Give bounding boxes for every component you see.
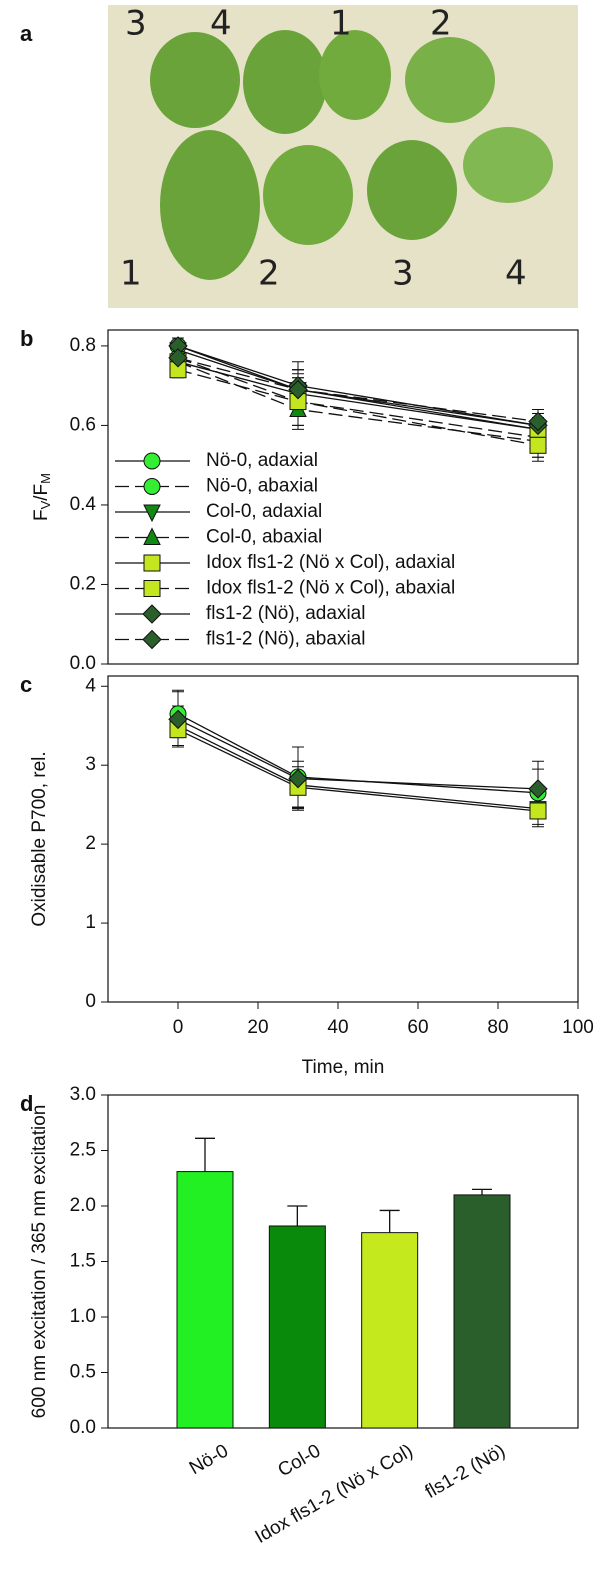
photo-label: 2	[258, 254, 280, 294]
legend-marker	[143, 478, 161, 495]
photo-label: 3	[125, 4, 147, 44]
photo-label: 1	[330, 4, 352, 44]
photo-panel	[108, 5, 578, 308]
marker	[288, 379, 308, 400]
panel-label: c	[20, 672, 32, 697]
legend-marker	[143, 452, 161, 470]
leaf	[160, 130, 260, 280]
y-tick-label: 0.8	[70, 335, 96, 356]
photo-label: 4	[505, 254, 527, 294]
x-tick-label: 40	[327, 1017, 348, 1038]
y-axis-label-part: M	[38, 473, 53, 484]
photo-label: 1	[120, 254, 142, 294]
x-tick-label: 100	[562, 1017, 594, 1038]
bar	[268, 1225, 326, 1429]
bar	[453, 1194, 511, 1429]
error-bar	[379, 1209, 400, 1233]
y-tick-label: 0.0	[70, 653, 96, 674]
series-line	[177, 369, 539, 446]
legend-label: Idox fls1-2 (Nö x Col), adaxial	[206, 552, 455, 573]
series-line	[177, 345, 539, 427]
marker	[168, 348, 188, 368]
x-tick-label: Col-0	[275, 1440, 325, 1481]
x-tick-label: 20	[247, 1017, 268, 1038]
marker	[168, 709, 188, 730]
marker	[529, 802, 547, 820]
legend-marker	[143, 504, 161, 523]
panel-label: b	[20, 326, 33, 351]
x-tick-label: Nö-0	[186, 1440, 232, 1479]
photo-label: 3	[392, 254, 414, 294]
y-tick-label: 2.5	[70, 1140, 96, 1161]
x-tick-label: fls1-2 (Nö)	[422, 1440, 509, 1503]
error-bar	[472, 1188, 492, 1195]
y-tick-label: 0.2	[70, 573, 96, 594]
legend-marker	[143, 580, 161, 597]
legend-marker	[143, 527, 161, 545]
series-line	[177, 345, 539, 427]
y-tick-label: 1.5	[70, 1251, 96, 1272]
marker	[529, 436, 547, 454]
leaf	[319, 30, 391, 120]
y-axis-label: Oxidisable P700, rel.	[29, 751, 50, 926]
x-axis-label: Time, min	[302, 1057, 385, 1078]
marker	[288, 768, 308, 789]
y-tick-label: 0	[85, 991, 96, 1012]
leaf	[367, 140, 457, 240]
photo-label: 2	[430, 4, 452, 44]
leaf	[150, 32, 240, 128]
y-axis-label-part: V	[38, 500, 53, 509]
y-tick-label: 0.4	[70, 494, 97, 515]
bar	[176, 1171, 234, 1429]
panel-label: d	[20, 1091, 33, 1116]
error-bar	[195, 1137, 215, 1172]
y-tick-label: 0.5	[70, 1362, 96, 1383]
plot-frame	[107, 1094, 579, 1429]
series-line	[177, 718, 539, 790]
series-line	[177, 361, 539, 442]
y-axis-label: 600 nm excitation / 365 nm excitation	[29, 1105, 50, 1419]
legend-label: Col-0, adaxial	[206, 501, 322, 522]
x-tick-label: 0	[173, 1017, 184, 1038]
leaf	[243, 30, 327, 134]
legend-label: fls1-2 (Nö), abaxial	[206, 629, 365, 650]
x-tick-label: 80	[487, 1017, 508, 1038]
y-tick-label: 0.6	[70, 414, 96, 435]
legend-label: Col-0, abaxial	[206, 527, 322, 548]
photo-label: 4	[210, 4, 232, 44]
series-line	[177, 725, 539, 810]
y-tick-label: 1.0	[70, 1306, 96, 1327]
y-tick-label: 1	[85, 912, 96, 933]
y-tick-label: 2	[85, 833, 96, 854]
legend-label: Nö-0, abaxial	[206, 476, 318, 497]
legend-marker	[142, 604, 162, 624]
y-tick-label: 3	[85, 754, 96, 775]
marker	[528, 411, 548, 432]
leaf	[263, 145, 353, 245]
error-bar	[287, 1205, 308, 1226]
plot-frame	[107, 675, 579, 1003]
panel-label: a	[20, 21, 33, 46]
leaf	[405, 37, 495, 123]
plot-frame	[107, 329, 579, 665]
y-tick-label: 3.0	[70, 1084, 96, 1105]
y-axis-label: FV/FM	[31, 473, 53, 521]
x-tick-label: 60	[407, 1017, 428, 1038]
marker	[528, 779, 548, 799]
legend-label: Idox fls1-2 (Nö x Col), abaxial	[206, 578, 455, 599]
y-axis-label-part: /F	[31, 484, 52, 501]
y-axis-label-part: F	[31, 509, 52, 521]
legend-label: Nö-0, adaxial	[206, 450, 318, 471]
y-tick-label: 2.0	[70, 1195, 96, 1216]
legend-marker	[142, 629, 162, 650]
y-tick-label: 4	[85, 675, 96, 696]
leaf	[463, 127, 553, 203]
bar	[361, 1232, 419, 1429]
legend-marker	[143, 554, 161, 572]
legend-label: fls1-2 (Nö), adaxial	[206, 603, 365, 624]
y-tick-label: 0.0	[70, 1417, 96, 1438]
x-tick-label: Idox fls1-2 (Nö x Col)	[252, 1440, 417, 1547]
